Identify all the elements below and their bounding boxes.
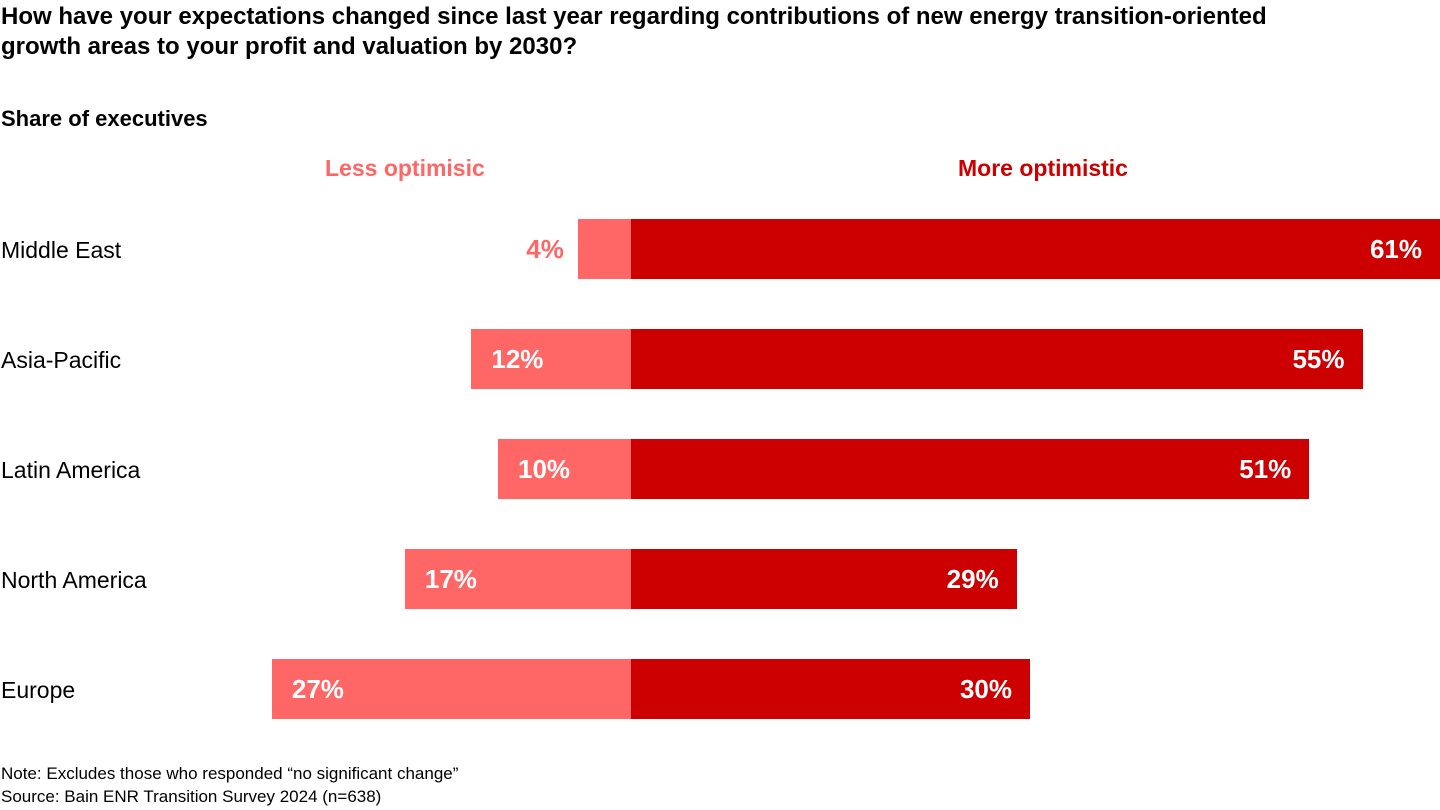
- data-label-more: 30%: [959, 674, 1012, 704]
- bar-more-optimistic: [631, 549, 1017, 609]
- data-label-more: 61%: [1369, 234, 1422, 264]
- chart-subtitle: Share of executives: [1, 106, 208, 131]
- bar-less-optimistic: [577, 219, 631, 279]
- data-label-more: 51%: [1239, 454, 1292, 484]
- bar-more-optimistic: [631, 219, 1440, 279]
- bar-less-optimistic: [404, 549, 631, 609]
- category-label: Asia-Pacific: [1, 347, 122, 373]
- data-label-more: 55%: [1292, 344, 1345, 374]
- chart-title: How have your expectations changed since…: [1, 3, 1267, 60]
- data-label-less: 27%: [291, 674, 344, 704]
- category-label: North America: [1, 567, 147, 593]
- data-label-more: 29%: [946, 564, 999, 594]
- data-label-less: 12%: [491, 344, 544, 374]
- bar-less-optimistic: [471, 329, 631, 389]
- bar-more-optimistic: [631, 329, 1363, 389]
- chart-source: Source: Bain ENR Transition Survey 2024 …: [1, 787, 382, 806]
- category-label: Middle East: [1, 237, 122, 263]
- data-label-less: 10%: [518, 454, 571, 484]
- bar-more-optimistic: [631, 659, 1030, 719]
- chart-note: Note: Excludes those who responded “no s…: [1, 764, 459, 783]
- data-label-less: 4%: [526, 234, 564, 264]
- legend-more-optimistic: More optimistic: [958, 155, 1128, 181]
- category-label: Europe: [1, 677, 76, 703]
- bar-less-optimistic: [498, 439, 631, 499]
- data-label-less: 17%: [424, 564, 477, 594]
- bar-less-optimistic: [271, 659, 631, 719]
- category-label: Latin America: [1, 457, 141, 483]
- legend-less-optimistic: Less optimisic: [325, 155, 485, 181]
- bar-more-optimistic: [631, 439, 1310, 499]
